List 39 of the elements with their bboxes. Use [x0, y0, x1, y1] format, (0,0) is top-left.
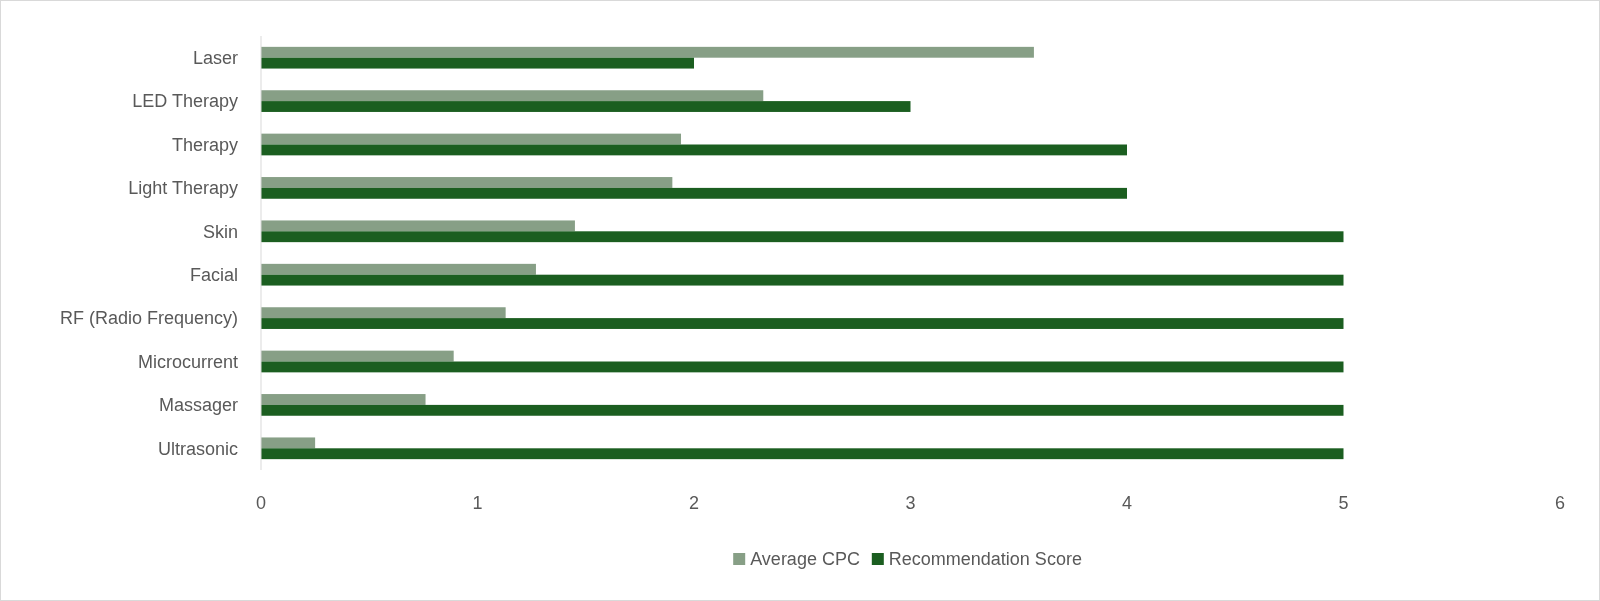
y-tick-label: Ultrasonic	[157, 438, 238, 459]
y-tick-label: LED Therapy	[132, 91, 238, 112]
x-tick-label: 1	[472, 493, 483, 514]
legend-label: Average CPC	[750, 549, 860, 570]
bar	[261, 46, 1034, 58]
bar	[261, 263, 536, 275]
legend-label: Recommendation Score	[888, 549, 1082, 570]
bar	[261, 177, 673, 188]
y-tick-label: Massager	[158, 395, 239, 416]
bar	[261, 394, 426, 405]
bar	[261, 220, 575, 232]
x-tick-label: 2	[688, 493, 700, 514]
bar	[261, 404, 1344, 416]
bar	[261, 350, 454, 362]
bar	[261, 437, 316, 449]
y-tick-label: Therapy	[171, 134, 238, 155]
y-tick-label: Laser	[192, 48, 238, 68]
bar	[261, 57, 694, 69]
bar	[261, 133, 682, 145]
y-tick-label: Skin	[202, 221, 238, 242]
x-tick-label: 3	[905, 493, 916, 514]
y-tick-label: Microcurrent	[137, 351, 238, 372]
bar	[261, 274, 1344, 286]
bar	[261, 231, 1344, 243]
x-tick-label: 0	[255, 493, 267, 514]
x-tick-label: 6	[1554, 493, 1566, 514]
bar	[261, 101, 911, 112]
y-tick-label: Light Therapy	[128, 178, 238, 199]
bar	[261, 318, 1344, 329]
bar	[261, 307, 506, 319]
x-tick-label: 5	[1338, 493, 1349, 514]
bar	[261, 448, 1344, 460]
y-tick-label: Facial	[189, 265, 238, 285]
bar	[261, 187, 1127, 199]
y-tick-label: RF (Radio Frequency)	[59, 308, 238, 329]
x-tick-label: 4	[1121, 493, 1133, 514]
bar	[261, 90, 764, 102]
bar	[261, 144, 1127, 156]
bar	[261, 361, 1344, 373]
